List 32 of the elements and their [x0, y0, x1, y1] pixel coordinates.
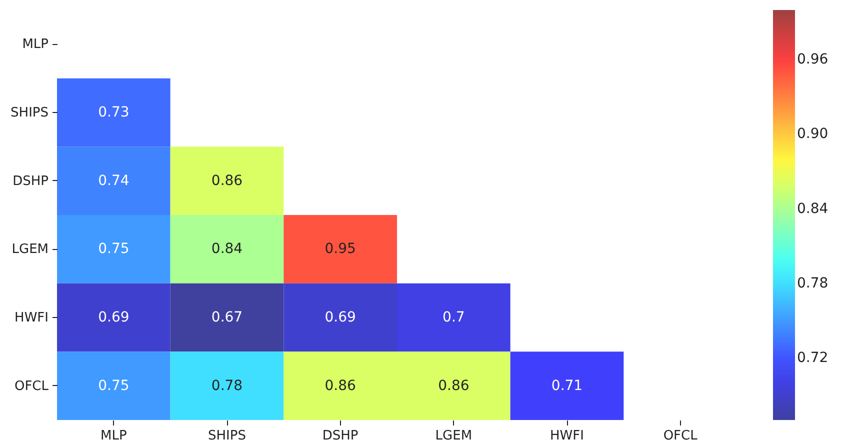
data-label: 0.84: [211, 241, 243, 258]
y-tick-label: MLP: [22, 37, 49, 52]
color-bar-label: 0.96: [797, 52, 828, 68]
data-label: 0.74: [98, 172, 130, 189]
y-tick-label: SHIPS: [10, 106, 48, 120]
x-tick-label: LGEM: [435, 428, 472, 444]
data-label: 0.67: [211, 310, 243, 326]
data-label: 0.73: [98, 104, 130, 120]
y-tick-label: DSHP: [12, 174, 49, 189]
y-tick-label: OFCL: [14, 378, 50, 394]
data-label: 0.86: [438, 378, 470, 394]
data-label: 0.69: [98, 310, 130, 326]
y-tick-label: HWFI: [14, 310, 48, 326]
y-tick-label: LGEM: [12, 242, 48, 258]
data-label: 0.75: [98, 241, 130, 258]
data-label: 0.86: [211, 172, 243, 189]
color-bar-label: 0.78: [797, 275, 828, 292]
color-bar-label: 0.84: [797, 200, 828, 217]
x-tick-label: DSHP: [322, 428, 358, 444]
color-bar-label: 0.72: [797, 350, 828, 366]
x-tick-label: SHIPS: [208, 428, 246, 444]
x-tick-label: HWFI: [550, 428, 584, 444]
data-label: 0.95: [324, 241, 356, 258]
color-bar-label: 0.90: [797, 126, 828, 142]
data-label: 0.78: [211, 378, 243, 394]
x-tick-label: OFCL: [663, 428, 698, 444]
data-label: 0.86: [324, 378, 356, 394]
data-label: 0.7: [442, 310, 465, 326]
x-tick-label: MLP: [100, 428, 127, 444]
data-label: 0.69: [324, 310, 356, 326]
data-label: 0.75: [98, 378, 130, 394]
data-label: 0.71: [551, 378, 583, 394]
